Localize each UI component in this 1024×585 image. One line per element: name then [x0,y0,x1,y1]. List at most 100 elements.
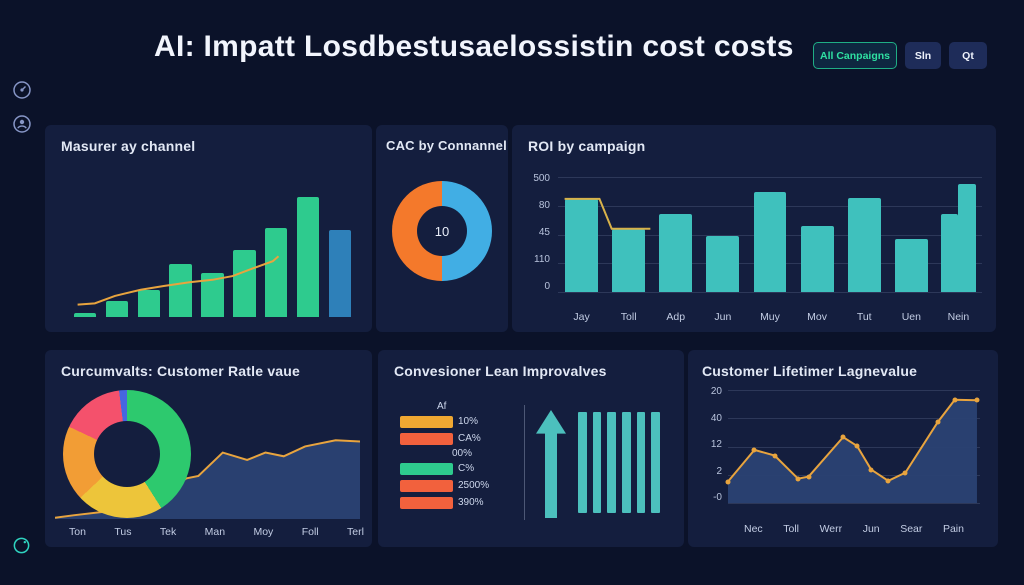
panel-cac-by-channel: CAC by Connannel 10 [376,125,508,332]
bar [73,313,97,317]
bar [706,235,740,292]
x-axis-label: Man [204,526,226,538]
funnel-step-label: Af [437,401,447,412]
panel-title: CAC by Connannel [386,138,507,153]
data-point [952,397,958,403]
panel-title: ROI by campaign [528,138,646,154]
rate-x-axis: Ton Tus Tek Man Moy Foll Terl [69,526,364,538]
y-axis-tick: 500 [533,173,550,184]
bar [297,196,320,317]
panel-title: Convesioner Lean Improvalves [394,363,607,379]
panel-roi-by-campaign: ROI by campaign 500 80 45 110 0 Jay Toll Adp Ju… [512,125,996,332]
funnel-bar-label: 10% [458,416,479,427]
funnel-bar-label: C% [458,463,475,474]
bar-slot [746,177,793,292]
funnel-bar-label: 390% [458,497,484,508]
data-point [885,478,891,484]
lifetime-y-axis: 20 40 12 2 -0 [696,386,722,503]
bar [233,249,256,317]
funnel-bar-label: CA% [458,433,481,444]
funnel-bar-list: Af 10% CA% 00% C% 2500% 390% [400,400,512,511]
data-point [868,467,874,473]
x-axis-label: Foll [301,526,319,538]
x-axis-label: Moy [253,526,274,538]
x-axis-label: Terl [347,526,364,538]
bar [940,213,959,292]
roi-x-axis: Jay Toll Adp Jun Muy Mov Tut Uen Nein [558,311,982,323]
bar-slot [841,177,888,292]
y-axis-tick: 20 [710,386,722,397]
qt-button[interactable]: Qt [949,42,987,69]
bar-slot [165,193,197,317]
bar [612,228,646,292]
data-point [935,419,941,425]
lifetime-x-axis: Nec Toll Werr Jun Sear Pain [728,523,980,535]
divider [524,405,525,520]
y-axis-tick: 2 [716,465,722,477]
x-axis-label: Ton [69,526,86,538]
data-point [974,397,980,403]
equal-bar [651,412,661,513]
x-axis-label: Tut [856,311,872,323]
y-axis-tick: 45 [538,227,550,238]
x-axis-label: Jun [714,311,732,323]
trend-line [69,193,356,317]
roi-overlay-line [558,177,982,292]
funnel-bar [400,496,453,509]
up-arrow-icon [536,410,566,518]
funnel-row: CA% [400,430,512,447]
bar [265,228,288,317]
data-point [725,479,731,485]
equal-bar [607,412,617,513]
x-axis-label: Uen [901,311,921,323]
donut-center-value: 10 [434,223,450,239]
bar-slot [888,177,935,292]
data-point [806,474,812,480]
bar [847,197,881,292]
roi-bars [558,177,982,292]
measure-bars [69,193,356,317]
bar [894,239,928,292]
bar-slot [935,177,982,292]
x-axis-label: Mov [807,311,828,323]
roi-bar-chart [558,177,982,293]
bar-slot [605,177,652,292]
panel-title: Curcumvalts: Customer Ratle vaue [61,363,301,379]
data-point [902,470,908,476]
funnel-bar [400,479,453,492]
funnel-row: 10% [400,413,512,430]
lifetime-area-chart [725,390,980,504]
bar [659,213,693,292]
data-point [795,476,801,482]
bar [105,301,128,317]
bar [201,272,224,317]
x-axis-label: Werr [819,523,843,535]
bar [137,290,160,317]
sln-button[interactable]: Sln [905,42,941,69]
bar-slot [260,193,292,317]
funnel-row: 390% [400,494,512,511]
panel-title: Customer Lifetimer Lagnevalue [702,363,918,379]
y-axis-tick: 40 [710,412,722,424]
gauge-icon[interactable] [12,80,32,100]
data-point [751,447,757,453]
panel-measure-by-channel: Masurer ay channel [45,125,372,332]
bar [328,230,352,317]
timer-icon[interactable] [12,536,31,555]
bar [958,183,977,292]
measure-bar-chart [69,193,356,317]
data-point [854,443,860,449]
x-axis-label: Nec [744,523,763,535]
all-campaigns-button[interactable]: All Canpaigns [813,42,897,69]
data-point [840,434,846,440]
panel-conversion-improvements: Convesioner Lean Improvalves Af 10% CA% 00%… [378,350,684,547]
equal-bar [578,412,587,513]
data-point [772,453,778,459]
bar [753,191,787,292]
bar-slot [652,177,699,292]
rate-donut-chart [63,390,191,518]
page-title: AI: Impatt Losdbestusaelossistin cost co… [154,30,794,63]
bar [800,226,834,292]
profile-icon[interactable] [12,114,32,134]
bar-slot [101,193,133,317]
